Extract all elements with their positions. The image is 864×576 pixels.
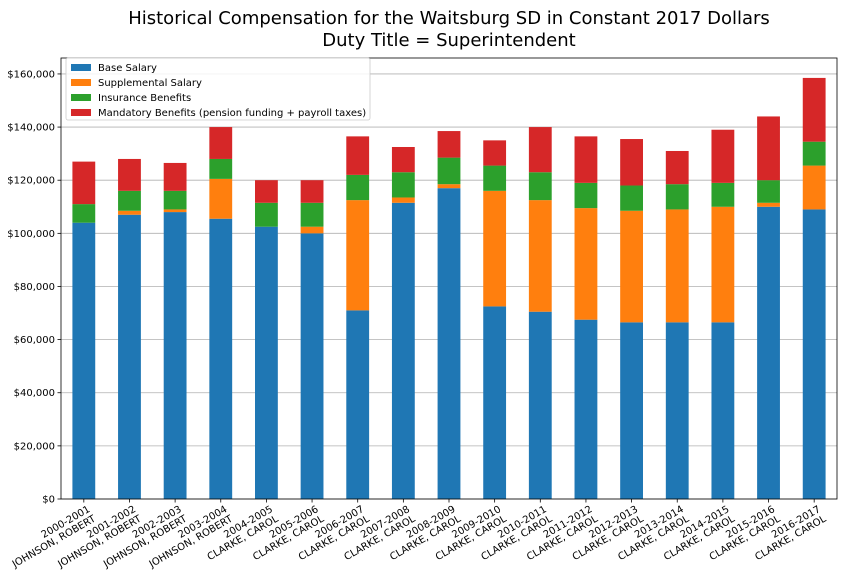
plot-frame [60,57,838,500]
bar-segment-supplemental [391,197,415,203]
legend-box [65,57,371,121]
chart-subtitle: Duty Title = Superintendent [322,30,575,51]
legend-label: Mandatory Benefits (pension funding + pa… [98,108,366,119]
bar-segment-base [437,188,461,500]
legend-label: Supplemental Salary [98,78,202,89]
bar-segment-mandatory [72,161,96,205]
bar-segment-base [72,222,96,499]
bar-segment-insurance [118,190,141,211]
bar-segment-supplemental [300,226,324,234]
y-tick-label: $20,000 [14,441,55,452]
bar-segment-mandatory [711,129,735,183]
y-tick-label: $40,000 [14,388,55,399]
bar-segment-mandatory [483,140,507,166]
bar-segment-insurance [346,174,370,201]
bar-segment-insurance [72,204,96,223]
bar-segment-insurance [163,190,187,210]
y-tick-label: $100,000 [7,229,55,240]
bar-segment-base [711,322,735,499]
bar-segment-supplemental [528,200,552,312]
bar-segment-supplemental [346,200,370,311]
bar-segment-supplemental [802,165,826,210]
bar-segment-base [255,226,278,499]
bar-segment-base [574,319,598,499]
legend-swatch [71,94,91,101]
bar-segment-supplemental [665,209,689,323]
legend: Base Salary Supplemental Salary Insurance … [65,57,371,121]
bar-segment-insurance [391,172,415,198]
bar-segment-insurance [757,180,780,203]
y-tick-label: $120,000 [7,176,55,187]
bar-segment-insurance [209,158,233,179]
bar-segment-supplemental [209,178,233,219]
x-tick-label: 2000-2001JOHNSON, ROBERT [4,504,98,571]
bar-segment-base [391,202,415,500]
bar-segment-base [757,206,780,499]
bar-segment-insurance [528,172,552,201]
bar-segment-insurance [802,141,826,166]
bar-segment-supplemental [620,210,643,323]
bar-segment-base [665,322,689,499]
bar-segment-supplemental [118,210,141,215]
y-tick-label: $160,000 [7,69,55,80]
bars [72,77,826,500]
y-tick-label: $60,000 [14,335,55,346]
y-tick-label: $80,000 [14,282,55,293]
y-tick-label: $140,000 [7,123,55,134]
legend-swatch [71,109,91,116]
bar-segment-supplemental [757,202,780,207]
bar-segment-insurance [437,157,461,185]
legend-label: Insurance Benefits [98,93,191,104]
bar-segment-base [620,322,643,499]
bar-segment-insurance [665,184,689,210]
bar-segment-supplemental [163,209,187,213]
bar-segment-mandatory [528,127,552,173]
bar-segment-base [163,212,187,499]
bar-segment-mandatory [437,131,461,158]
bar-segment-mandatory [163,162,187,191]
y-tick-label: $0 [42,495,55,506]
bar-segment-base [802,209,826,499]
bar-segment-insurance [483,165,507,191]
bar-segment-base [300,233,324,500]
bar-segment-insurance [255,202,278,227]
bar-segment-insurance [300,202,324,227]
bar-segment-mandatory [346,136,370,175]
bar-segment-mandatory [300,180,324,203]
bar-segment-insurance [711,182,735,207]
bar-segment-insurance [574,182,598,209]
bar-segment-mandatory [802,77,826,142]
bar-segment-base [346,310,370,499]
bar-segment-mandatory [391,146,415,173]
chart-title: Historical Compensation for the Waitsbur… [128,8,770,29]
bar-segment-base [209,218,233,500]
bar-segment-mandatory [118,158,141,191]
bar-segment-supplemental [437,184,461,189]
legend-label: Base Salary [98,63,157,74]
bar-segment-insurance [620,185,643,211]
bar-segment-base [118,214,141,499]
bar-segment-base [528,311,552,499]
bar-segment-mandatory [255,180,278,203]
bar-segment-supplemental [483,190,507,307]
bar-segment-base [483,306,507,499]
bar-segment-supplemental [574,208,598,320]
bar-segment-supplemental [711,206,735,323]
bar-segment-mandatory [574,136,598,183]
bar-segment-mandatory [209,127,233,159]
bar-segment-mandatory [620,139,643,186]
bar-segment-mandatory [665,150,689,185]
bar-segment-mandatory [757,116,780,181]
legend-swatch [71,64,91,71]
legend-swatch [71,79,91,86]
